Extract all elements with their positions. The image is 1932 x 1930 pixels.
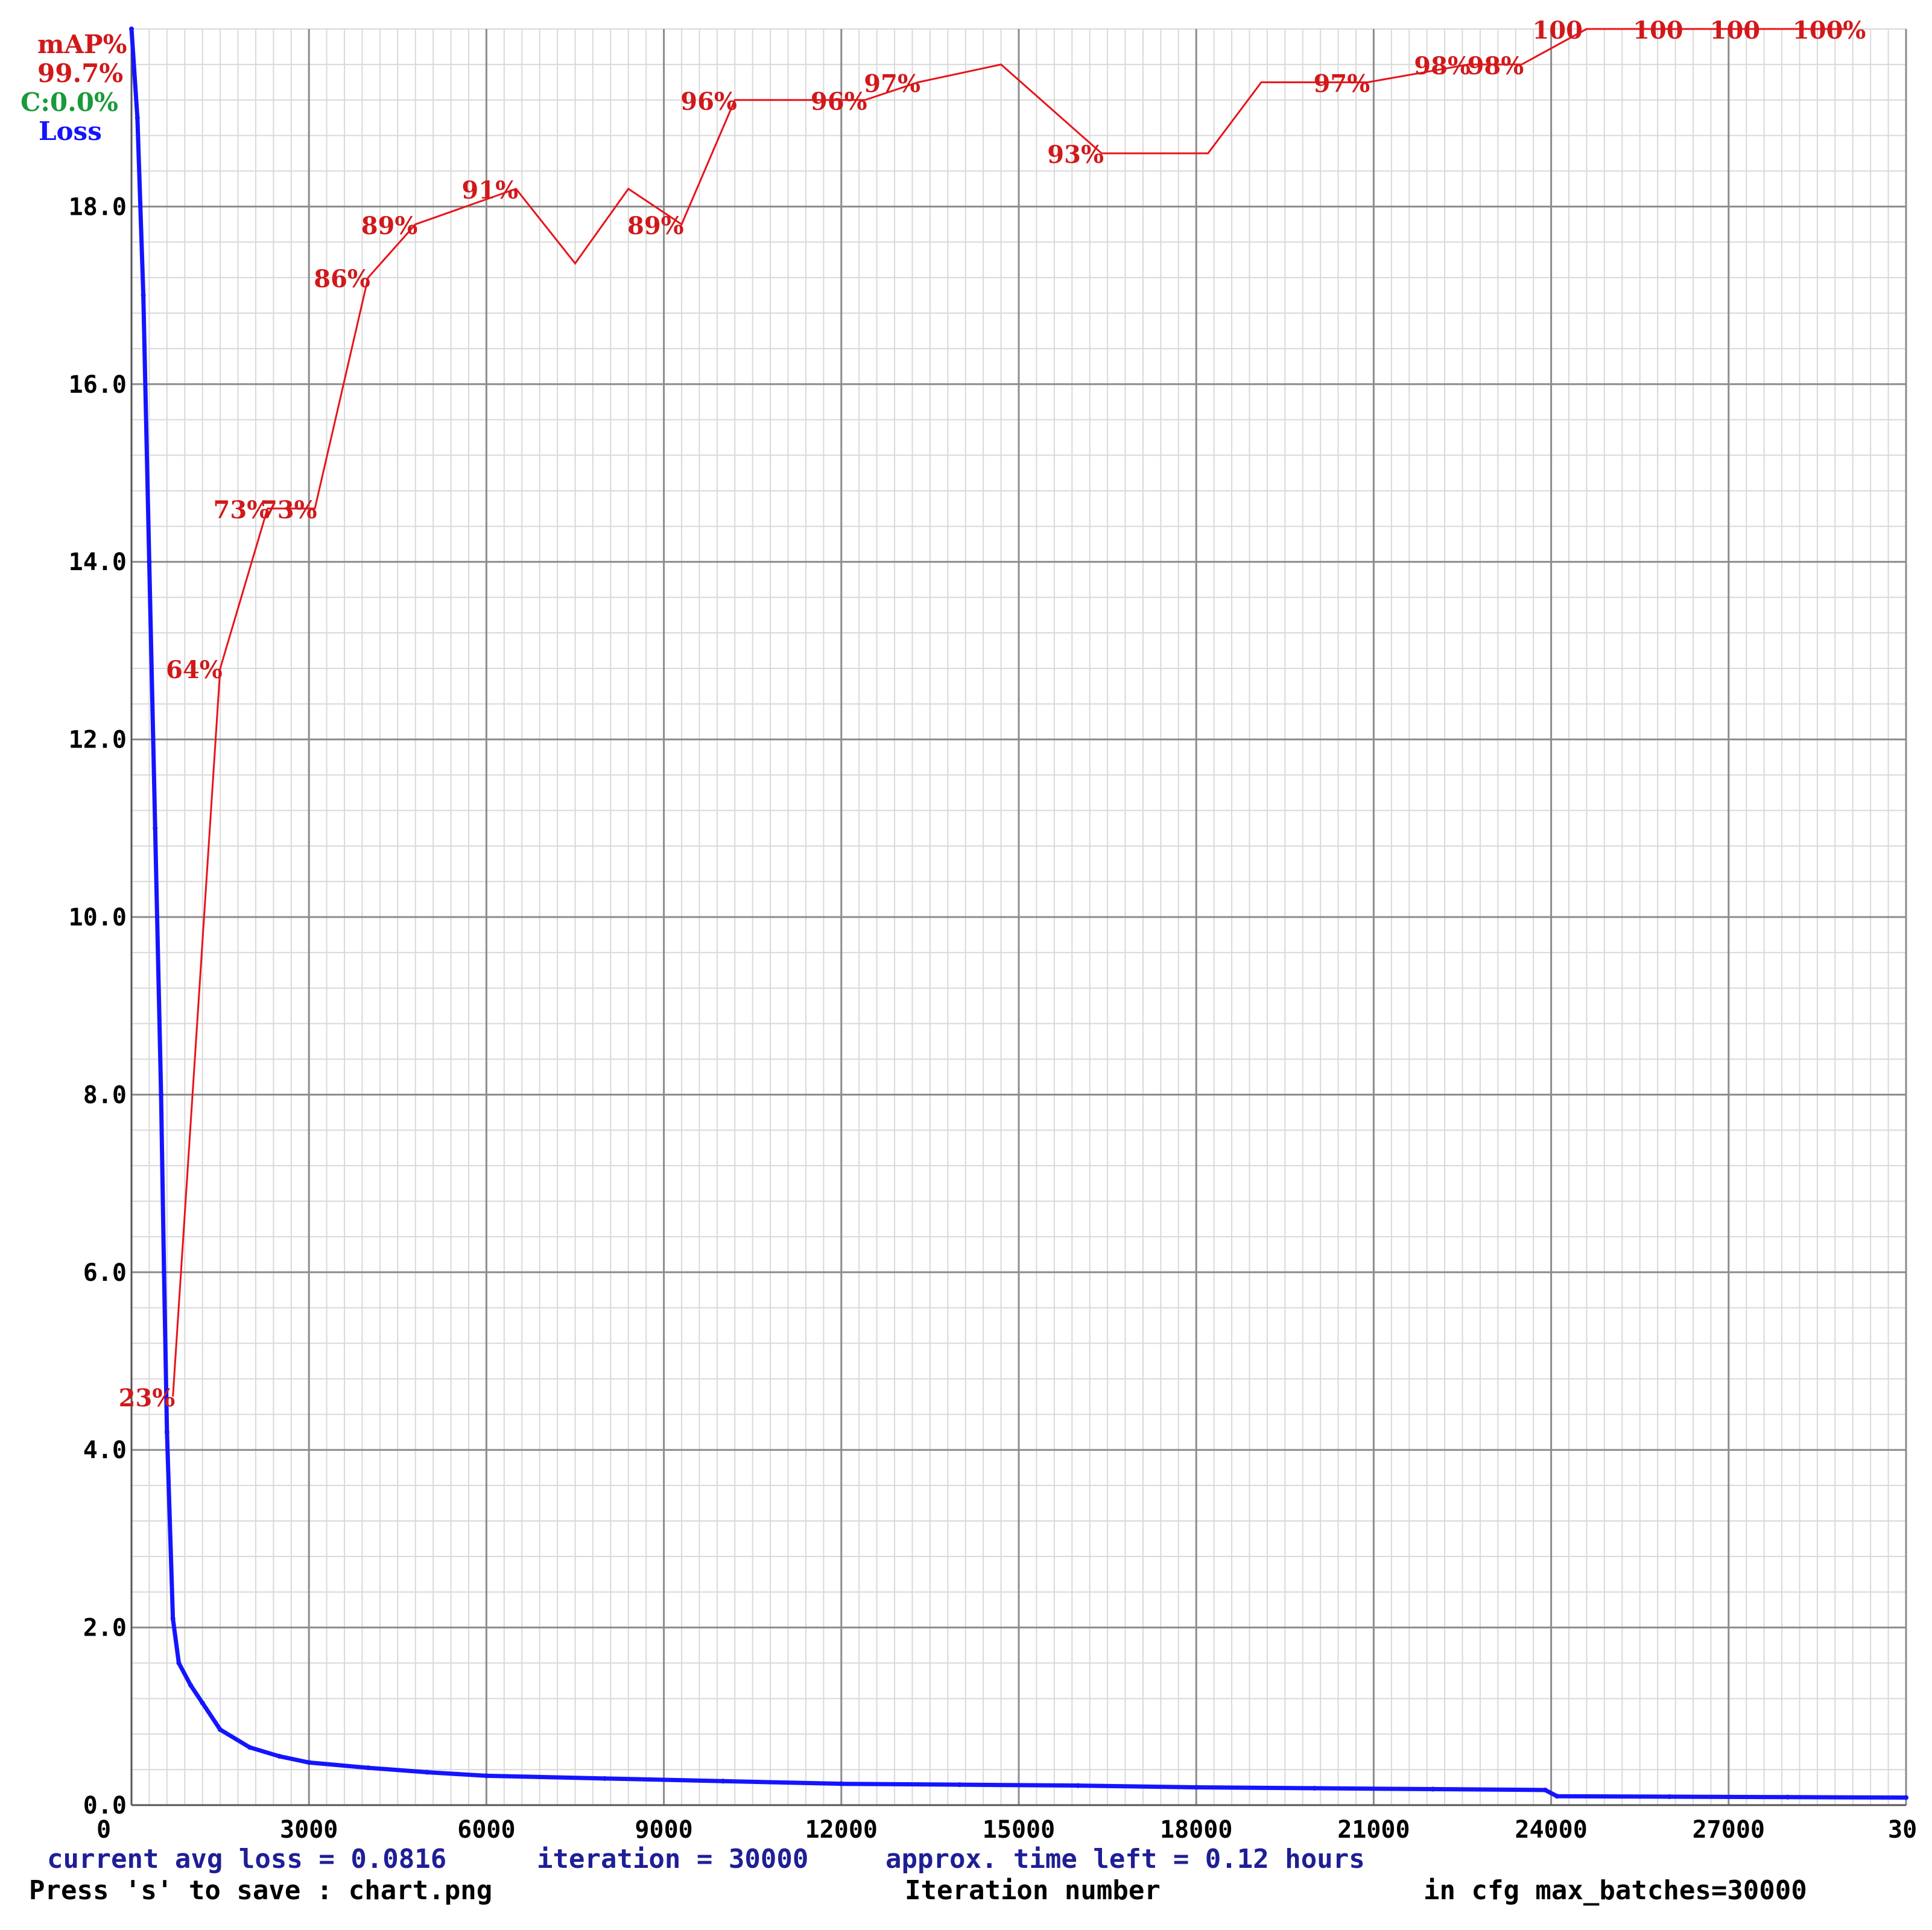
loss-point xyxy=(1785,1794,1790,1800)
y-tick-label: 12.0 xyxy=(69,726,127,754)
loss-point xyxy=(1075,1783,1081,1788)
loss-point xyxy=(484,1773,489,1779)
legend-loss-label: Loss xyxy=(39,116,102,146)
x-tick-label: 30 xyxy=(1888,1816,1917,1844)
map-data-label: 91% xyxy=(461,176,518,205)
y-tick-label: 10.0 xyxy=(69,904,127,932)
y-tick-label: 8.0 xyxy=(83,1081,127,1109)
loss-point xyxy=(277,1754,282,1759)
loss-point xyxy=(720,1779,726,1784)
loss-point xyxy=(1904,1795,1908,1800)
x-tick-label: 18000 xyxy=(1160,1816,1232,1844)
map-line xyxy=(172,28,1847,1397)
x-tick-label: 3000 xyxy=(280,1816,338,1844)
map-data-label: 98% xyxy=(1414,52,1471,80)
map-data-label: 100% xyxy=(1793,16,1866,45)
x-tick-label: 21000 xyxy=(1337,1816,1410,1844)
x-tick-label: 27000 xyxy=(1693,1816,1765,1844)
y-tick-label: 0.0 xyxy=(83,1792,127,1820)
y-tick-label: 2.0 xyxy=(83,1614,127,1642)
status-iteration: iteration = 30000 xyxy=(537,1844,808,1874)
x-axis-label: Iteration number xyxy=(905,1875,1161,1906)
loss-point xyxy=(1667,1794,1672,1800)
legend-c-value: C:0.0% xyxy=(21,87,118,117)
loss-point xyxy=(141,293,146,298)
loss-point xyxy=(1312,1786,1317,1791)
map-data-label: 97% xyxy=(1314,69,1370,98)
status-max-batches: in cfg max_batches=30000 xyxy=(1424,1875,1807,1906)
loss-line xyxy=(129,28,1907,1800)
status-save-hint: Press 's' to save : chart.png xyxy=(29,1875,492,1906)
map-data-labels: 23%64%73%73%86%89%91%89%96% 96%97%93%97%9… xyxy=(119,16,1866,1412)
loss-point xyxy=(218,1727,223,1732)
y-tick-label: 14.0 xyxy=(69,548,127,576)
x-tick-label: 9000 xyxy=(635,1816,692,1844)
map-series xyxy=(172,28,1847,1397)
map-data-label: 100 xyxy=(1633,16,1683,45)
loss-point xyxy=(1430,1786,1436,1792)
map-data-label: 73% xyxy=(261,496,317,524)
loss-point xyxy=(1542,1787,1548,1792)
x-tick-label: 6000 xyxy=(457,1816,515,1844)
map-data-label: 89% xyxy=(361,212,418,240)
map-data-label: 86% xyxy=(314,265,370,293)
loss-point xyxy=(1194,1785,1199,1790)
loss-point xyxy=(366,1765,371,1771)
loss-point xyxy=(1554,1794,1560,1799)
map-data-label: 64% xyxy=(166,656,223,684)
status-current-loss: current avg loss = 0.0816 xyxy=(47,1844,446,1874)
x-tick-label: 24000 xyxy=(1515,1816,1587,1844)
map-data-label: 100 xyxy=(1532,16,1583,45)
loss-point xyxy=(188,1683,194,1688)
loss-point xyxy=(425,1770,430,1775)
x-tick-labels: 0 3000 6000 9000 12000 15000 18000 21000 24000 27… xyxy=(97,1816,1917,1844)
x-tick-label: 12000 xyxy=(805,1816,878,1844)
loss-point xyxy=(838,1781,844,1786)
status-time-left: approx. time left = 0.12 hours xyxy=(885,1844,1365,1874)
map-data-label: 97% xyxy=(864,69,920,98)
loss-point xyxy=(200,1700,205,1706)
axes xyxy=(130,29,1906,1806)
loss-point xyxy=(164,1429,169,1435)
y-tick-label: 16.0 xyxy=(69,371,127,399)
map-data-label: 96% xyxy=(811,87,867,116)
loss-point xyxy=(147,559,152,565)
legend-map-label: mAP% xyxy=(37,30,127,59)
map-data-label: 100 xyxy=(1710,16,1761,45)
loss-point xyxy=(247,1745,253,1750)
map-data-label: 93% xyxy=(1047,141,1104,169)
x-tick-label: 0 xyxy=(97,1816,111,1844)
y-tick-label: 6.0 xyxy=(83,1259,127,1287)
loss-point xyxy=(602,1776,607,1781)
loss-point xyxy=(957,1782,962,1788)
loss-point xyxy=(159,1092,164,1097)
loss-point xyxy=(161,1269,166,1275)
y-tick-labels: 0.0 2.0 4.0 6.0 8.0 10.0 12.0 14.0 16.0 18.0 xyxy=(69,193,127,1820)
y-tick-label: 4.0 xyxy=(83,1436,127,1464)
map-data-label: 89% xyxy=(627,212,684,240)
loss-point xyxy=(170,1616,176,1621)
map-data-label: 96% xyxy=(680,87,737,116)
loss-point xyxy=(176,1660,182,1666)
loss-point xyxy=(129,27,134,31)
loss-point xyxy=(135,115,140,121)
legend-map-value: 99.7% xyxy=(37,59,123,88)
map-data-label: 73% xyxy=(214,496,270,524)
loss-point xyxy=(153,825,158,831)
map-data-label: 98% xyxy=(1468,52,1524,80)
loss-point xyxy=(306,1760,312,1765)
map-data-label: 23% xyxy=(119,1384,176,1412)
loss-series xyxy=(129,27,1908,1800)
x-tick-label: 15000 xyxy=(983,1816,1055,1844)
y-tick-label: 18.0 xyxy=(69,193,127,221)
